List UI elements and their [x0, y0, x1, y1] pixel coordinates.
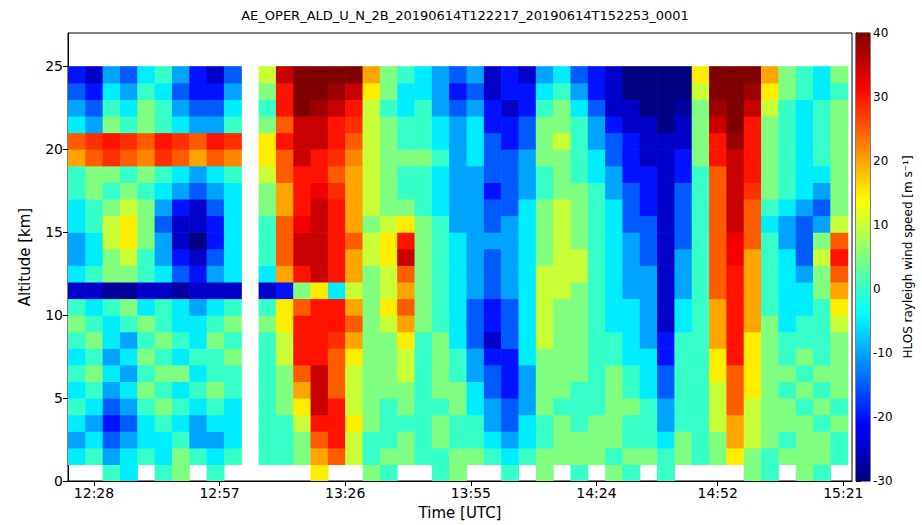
svg-text:10: 10	[873, 218, 888, 232]
svg-text:20: 20	[45, 141, 63, 157]
svg-text:-20: -20	[873, 410, 893, 424]
svg-text:12:28: 12:28	[74, 485, 114, 501]
svg-text:14:52: 14:52	[698, 485, 738, 501]
svg-text:HLOS rayleigh wind speed [m s⁻: HLOS rayleigh wind speed [m s⁻¹]	[901, 155, 915, 358]
svg-text:20: 20	[873, 154, 888, 168]
svg-text:30: 30	[873, 90, 888, 104]
svg-text:15:21: 15:21	[823, 485, 863, 501]
svg-text:10: 10	[45, 307, 63, 323]
svg-text:40: 40	[873, 26, 888, 40]
svg-text:14:24: 14:24	[576, 485, 616, 501]
svg-text:13:26: 13:26	[325, 485, 365, 501]
svg-text:Time [UTC]: Time [UTC]	[418, 504, 502, 522]
svg-text:-30: -30	[873, 474, 893, 488]
svg-text:15: 15	[45, 224, 63, 240]
svg-text:Altitude [km]: Altitude [km]	[16, 208, 34, 306]
svg-text:13:55: 13:55	[451, 485, 491, 501]
svg-text:12:57: 12:57	[199, 485, 239, 501]
svg-text:5: 5	[54, 390, 63, 406]
svg-text:0: 0	[54, 473, 63, 489]
svg-text:0: 0	[873, 282, 881, 296]
svg-text:25: 25	[45, 58, 63, 74]
svg-text:AE_OPER_ALD_U_N_2B_20190614T12: AE_OPER_ALD_U_N_2B_20190614T122217_20190…	[241, 8, 689, 23]
svg-text:-10: -10	[873, 346, 893, 360]
